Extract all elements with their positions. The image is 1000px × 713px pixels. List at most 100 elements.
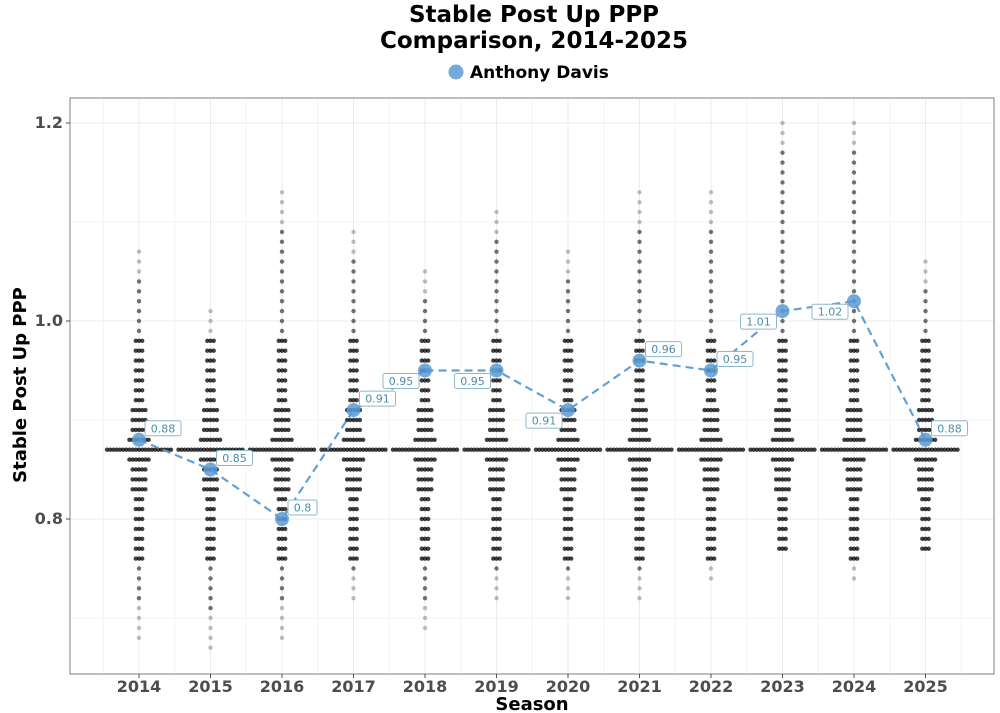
league-point <box>205 358 210 363</box>
league-point <box>777 447 782 452</box>
league-point <box>422 358 428 363</box>
league-point <box>211 427 216 433</box>
league-point <box>565 596 571 601</box>
league-point <box>708 437 714 442</box>
league-point <box>923 338 928 343</box>
league-point <box>283 556 288 561</box>
league-point <box>900 447 906 452</box>
league-point <box>537 447 542 452</box>
league-point <box>783 536 788 541</box>
league-point <box>783 427 788 433</box>
league-point <box>920 447 925 452</box>
league-point <box>279 219 285 225</box>
league-point <box>637 229 642 235</box>
league-point <box>767 447 772 452</box>
league-point <box>569 338 574 343</box>
league-point <box>565 269 571 274</box>
league-point <box>556 447 561 452</box>
league-point <box>634 506 639 512</box>
league-point <box>354 447 359 452</box>
league-point <box>348 477 353 482</box>
league-point <box>422 526 428 532</box>
league-point <box>777 477 782 482</box>
league-point <box>627 437 633 442</box>
league-point <box>923 407 928 413</box>
league-point <box>279 289 285 294</box>
league-point <box>748 447 753 452</box>
league-point <box>855 497 860 502</box>
league-point <box>777 358 782 363</box>
league-point <box>926 487 931 492</box>
league-point <box>705 407 710 413</box>
league-point <box>208 536 213 541</box>
data-label-box <box>931 420 968 437</box>
league-point <box>777 407 782 413</box>
league-point <box>286 447 291 452</box>
league-point <box>146 447 151 452</box>
league-point <box>777 417 782 423</box>
league-point <box>926 477 931 482</box>
league-point <box>643 417 649 423</box>
league-point <box>569 536 574 541</box>
league-point <box>351 308 356 314</box>
league-point <box>354 536 359 541</box>
league-point <box>185 447 191 452</box>
league-point <box>344 447 350 452</box>
league-point <box>780 467 785 472</box>
league-point <box>208 318 213 324</box>
league-point <box>562 506 567 512</box>
league-point <box>432 457 437 462</box>
legend: Anthony Davis <box>448 63 609 83</box>
league-point <box>855 427 860 433</box>
league-point <box>344 437 350 442</box>
league-point <box>855 556 860 561</box>
league-point <box>279 358 285 363</box>
league-point <box>124 447 129 452</box>
league-point <box>773 417 779 423</box>
league-point <box>920 358 925 363</box>
league-point <box>494 358 499 363</box>
league-point <box>630 407 636 413</box>
league-point <box>348 388 353 393</box>
league-point <box>640 526 645 532</box>
league-point <box>777 437 782 442</box>
league-point <box>279 546 285 551</box>
league-point <box>348 516 353 522</box>
league-point <box>279 457 285 462</box>
league-point <box>851 180 857 185</box>
league-point <box>419 338 424 343</box>
league-point <box>419 417 424 423</box>
highlight-point <box>489 363 504 378</box>
league-point <box>871 447 876 452</box>
league-point <box>923 477 928 482</box>
league-point <box>920 477 925 482</box>
league-point <box>845 417 850 423</box>
league-point <box>708 536 714 541</box>
league-point <box>497 487 502 492</box>
league-point <box>354 358 359 363</box>
data-label: 0.95 <box>723 353 748 366</box>
league-point <box>211 556 216 561</box>
league-point <box>133 388 138 393</box>
league-point <box>826 447 831 452</box>
league-point <box>497 437 502 442</box>
highlight-line <box>138 300 927 521</box>
league-point <box>348 497 353 502</box>
league-point <box>491 437 496 442</box>
league-point <box>426 497 431 502</box>
league-point <box>426 378 431 383</box>
league-point <box>637 368 642 373</box>
league-point <box>494 299 499 304</box>
league-point <box>783 348 788 353</box>
league-point <box>351 566 356 571</box>
league-point <box>133 506 138 512</box>
league-point <box>491 477 496 482</box>
league-point <box>569 388 574 393</box>
highlight-point <box>346 403 361 418</box>
league-point <box>783 467 788 472</box>
league-point <box>348 427 353 433</box>
league-point <box>848 487 853 492</box>
league-point <box>143 467 148 472</box>
league-point <box>783 506 788 512</box>
league-point <box>569 467 574 472</box>
